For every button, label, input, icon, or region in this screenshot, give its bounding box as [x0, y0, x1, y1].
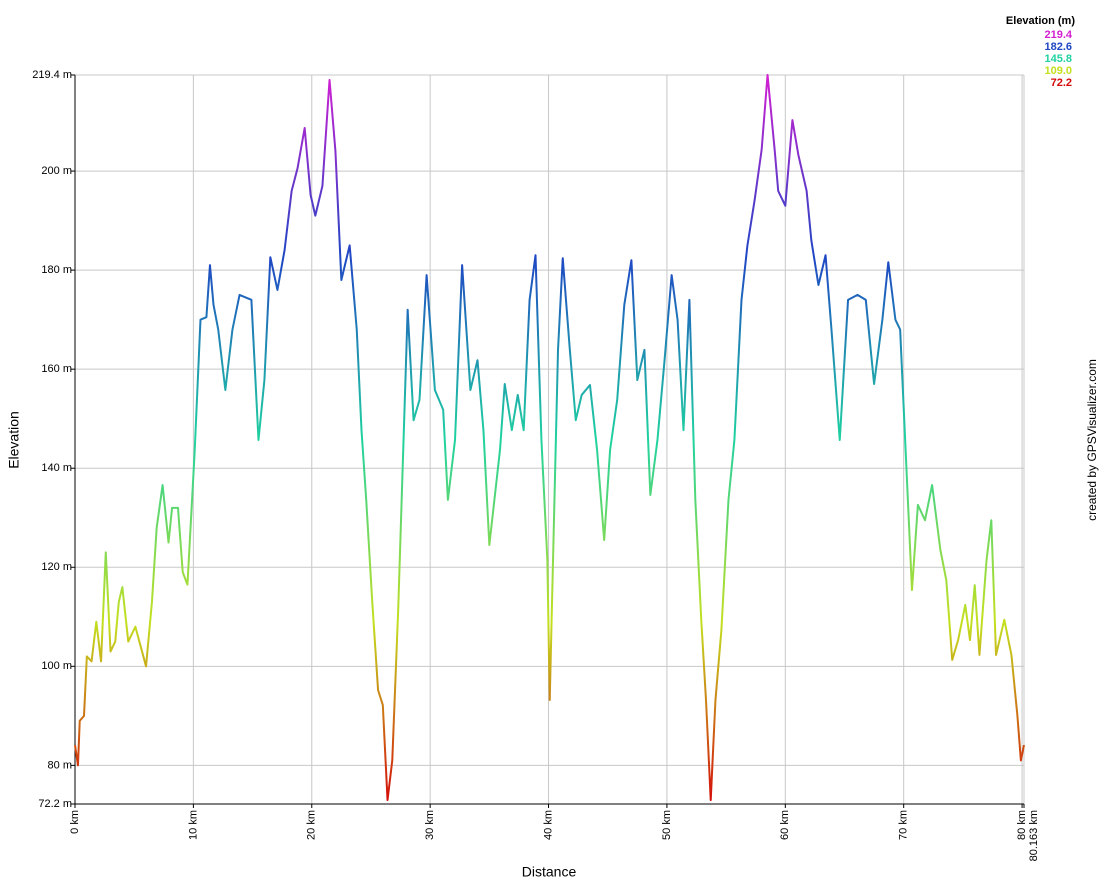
legend-label: 219.4	[1044, 29, 1072, 41]
x-axis-title: Distance	[522, 864, 577, 880]
legend-label: 182.6	[1044, 41, 1072, 53]
x-tick-label: 20 km	[306, 810, 318, 840]
y-tick-label: 200 m	[41, 165, 72, 177]
x-tick-label: 80 km	[1016, 810, 1028, 840]
x-tick-label: 30 km	[424, 810, 436, 840]
x-tick-label: 0 km	[69, 810, 81, 834]
x-tick-label: 80.163 km	[1028, 810, 1040, 861]
x-tick-label: 10 km	[187, 810, 199, 840]
legend-label: 145.8	[1044, 53, 1072, 65]
legend-title: Elevation (m)	[1006, 15, 1075, 27]
y-tick-label: 160 m	[41, 363, 72, 375]
y-tick-label: 80 m	[48, 759, 72, 771]
x-tick-label: 40 km	[542, 810, 554, 840]
y-tick-label: 120 m	[41, 561, 72, 573]
x-tick-label: 60 km	[779, 810, 791, 840]
y-tick-label: 219.4 m	[32, 69, 72, 81]
x-tick-label: 70 km	[898, 810, 910, 840]
y-tick-label: 72.2 m	[38, 798, 72, 810]
y-axis-title: Elevation	[6, 411, 22, 469]
y-tick-label: 180 m	[41, 264, 72, 276]
x-tick-label: 50 km	[661, 810, 673, 840]
legend-label: 72.2	[1051, 77, 1072, 89]
elevation-line	[74, 74, 1025, 802]
y-tick-label: 140 m	[41, 462, 72, 474]
legend-label: 109.0	[1044, 65, 1072, 77]
y-tick-label: 100 m	[41, 660, 72, 672]
credit: created by GPSVisualizer.com	[1085, 359, 1099, 521]
